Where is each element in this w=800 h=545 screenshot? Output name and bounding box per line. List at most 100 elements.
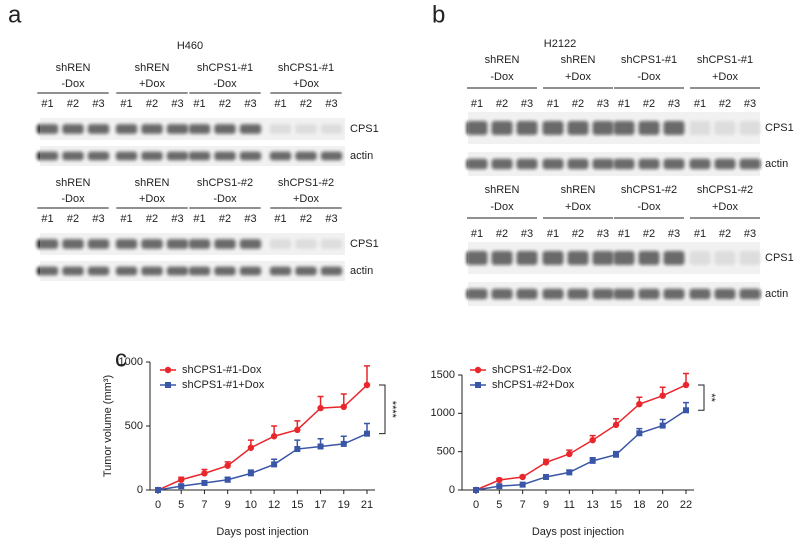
- lane-label: #2: [300, 98, 312, 110]
- group-label: shCPS1-#1: [197, 62, 253, 74]
- group-label: -Dox: [213, 193, 237, 205]
- panel-label: c: [115, 345, 127, 372]
- band: [36, 151, 59, 161]
- band: [188, 151, 211, 161]
- band: [516, 288, 538, 300]
- band: [592, 250, 614, 266]
- band: [320, 239, 343, 249]
- protein-label: CPS1: [350, 123, 379, 135]
- group-label: -Dox: [61, 193, 85, 205]
- band: [269, 239, 292, 249]
- band: [239, 151, 262, 161]
- point: [682, 381, 690, 389]
- band: [141, 124, 163, 134]
- band: [567, 158, 589, 170]
- band: [62, 266, 84, 276]
- lane-label: #1: [694, 228, 706, 240]
- band: [295, 124, 317, 134]
- band: [295, 266, 317, 276]
- lane-label: #2: [496, 98, 508, 110]
- band: [239, 124, 262, 134]
- point: [294, 426, 301, 434]
- group-label: shCPS1-#1: [278, 62, 334, 74]
- point: [683, 407, 689, 414]
- point: [178, 476, 185, 483]
- band: [62, 124, 84, 134]
- x-tick-label: 15: [610, 499, 622, 511]
- cell-line: H2122: [544, 38, 576, 50]
- point: [613, 451, 619, 458]
- lane-label: #3: [92, 98, 104, 110]
- band: [62, 151, 84, 161]
- legend-label: shCPS1-#2-Dox: [492, 364, 572, 376]
- y-tick-label: 0: [137, 484, 143, 496]
- lane-label: #2: [719, 228, 731, 240]
- lane-label: #1: [120, 98, 132, 110]
- point: [294, 446, 301, 453]
- band: [269, 266, 292, 276]
- group-label: -Dox: [490, 71, 514, 83]
- band: [542, 120, 564, 136]
- significance-bracket: [698, 384, 705, 411]
- point: [659, 422, 666, 429]
- lane-label: #1: [41, 213, 53, 225]
- significance: ****: [386, 401, 398, 419]
- protein-label: CPS1: [765, 122, 794, 134]
- group-label: shREN: [485, 184, 520, 196]
- point: [270, 433, 278, 440]
- protein-label: actin: [350, 265, 373, 277]
- point: [224, 462, 231, 469]
- lane-label: #1: [193, 98, 205, 110]
- lane-label: #2: [572, 228, 584, 240]
- lane-label: #1: [274, 213, 286, 225]
- band: [36, 239, 59, 249]
- lane-label: #3: [244, 213, 256, 225]
- band: [141, 239, 163, 249]
- band: [613, 288, 635, 300]
- y-tick-label: 500: [125, 420, 143, 432]
- lane-label: #1: [694, 98, 706, 110]
- lane-label: #3: [244, 98, 256, 110]
- lane-label: #2: [572, 98, 584, 110]
- band: [239, 239, 262, 249]
- lane-label: #1: [41, 98, 53, 110]
- band: [269, 151, 292, 161]
- band: [739, 250, 761, 266]
- panel-label: b: [432, 1, 445, 28]
- band: [491, 120, 513, 136]
- point: [201, 479, 208, 486]
- lane-label: #3: [668, 228, 680, 240]
- lane-label: #3: [744, 98, 756, 110]
- band: [739, 120, 761, 136]
- lane-label: #2: [219, 213, 231, 225]
- blot-strip: [40, 146, 345, 166]
- group-label: shCPS1-#1: [621, 54, 677, 66]
- lane-label: #3: [668, 98, 680, 110]
- point: [340, 403, 347, 410]
- x-tick-label: 15: [291, 499, 303, 511]
- band: [466, 288, 488, 300]
- band: [613, 158, 635, 170]
- lane-label: #1: [471, 228, 483, 240]
- band: [166, 266, 189, 276]
- x-tick-label: 18: [633, 499, 645, 511]
- lane-label: #1: [618, 98, 630, 110]
- x-tick-label: 9: [543, 499, 549, 511]
- blot-strip: [468, 242, 760, 274]
- point: [201, 470, 208, 477]
- band: [188, 124, 211, 134]
- lane-label: #3: [597, 228, 609, 240]
- y-tick-label: 0: [449, 484, 455, 496]
- x-tick-label: 0: [473, 499, 479, 511]
- band: [214, 266, 236, 276]
- x-axis-label: Days post injection: [216, 526, 308, 538]
- band: [714, 158, 736, 170]
- group-label: shCPS1-#2: [697, 184, 753, 196]
- lane-label: #1: [193, 213, 205, 225]
- lane-label: #2: [146, 98, 158, 110]
- lane-label: #1: [618, 228, 630, 240]
- group-label: -Dox: [637, 201, 661, 213]
- band: [115, 151, 138, 161]
- band: [739, 288, 761, 300]
- band: [714, 288, 736, 300]
